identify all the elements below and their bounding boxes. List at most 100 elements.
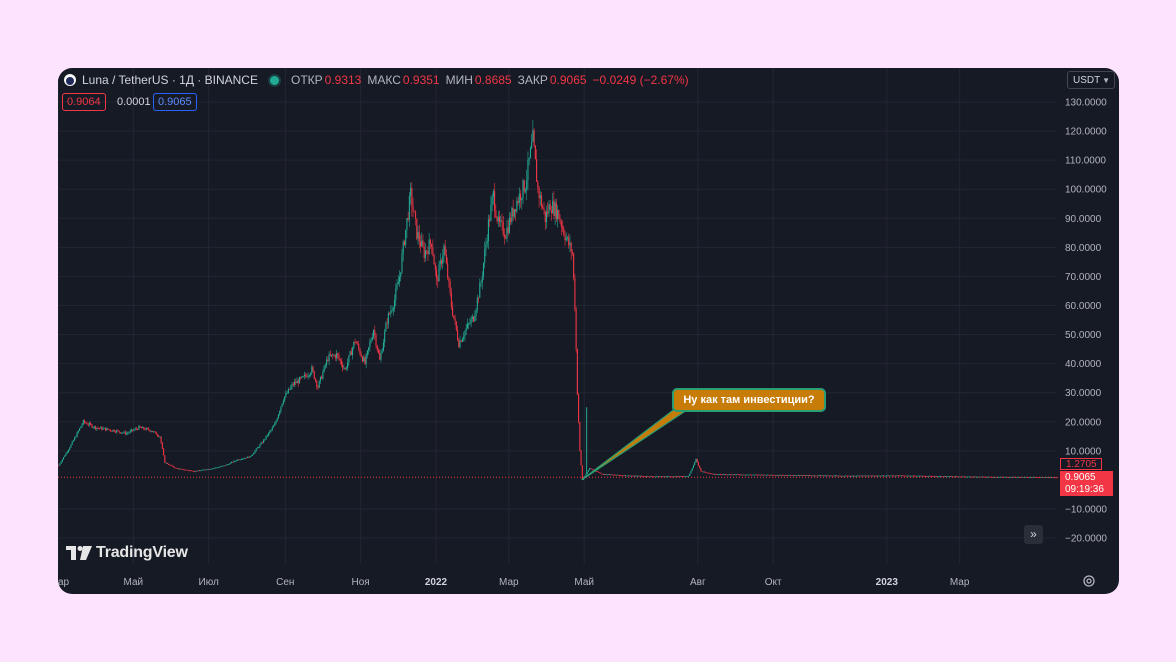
candle-body <box>839 475 841 477</box>
candle-body <box>67 449 70 452</box>
candle-body <box>181 468 183 470</box>
candle-body <box>970 476 972 478</box>
candle-body <box>654 476 656 478</box>
candle-body <box>455 321 457 330</box>
candle-body <box>386 323 388 325</box>
candle-body <box>1037 477 1039 479</box>
candle-body <box>617 474 619 476</box>
candle-body <box>296 380 298 384</box>
candle-body <box>1046 477 1048 478</box>
candle-body <box>534 145 536 160</box>
symbol-name[interactable]: Luna / TetherUS · 1Д · BINANCE <box>82 73 258 87</box>
candle-body <box>1031 477 1033 479</box>
candle-body <box>931 475 933 477</box>
candle-body <box>979 476 981 478</box>
candle-body <box>511 208 513 223</box>
ask-price-button[interactable]: 0.9065 <box>153 93 197 111</box>
gear-icon[interactable] <box>1082 574 1096 588</box>
candle-body <box>274 423 276 426</box>
candle-body <box>160 436 162 443</box>
candle-body <box>86 423 88 425</box>
candle-body <box>360 354 362 357</box>
candle-body <box>202 469 204 471</box>
candle-body <box>731 474 733 476</box>
candle-body <box>201 469 203 471</box>
candle-body <box>947 476 949 478</box>
bid-price-button[interactable]: 0.9064 <box>62 93 106 111</box>
candle-body <box>390 310 392 314</box>
y-tick-label: 50.0000 <box>1065 330 1102 341</box>
candle-body <box>880 475 882 477</box>
candle-body <box>77 430 79 433</box>
scroll-to-realtime-icon[interactable]: » <box>1024 525 1043 544</box>
candle-body <box>97 427 99 429</box>
candle-body <box>503 234 506 238</box>
candle-body <box>198 470 200 472</box>
candle-body <box>242 458 244 460</box>
candle-body <box>407 218 409 220</box>
candle-body <box>993 476 995 478</box>
candle-body <box>232 461 234 463</box>
candle-body <box>826 475 828 477</box>
candle-body <box>324 365 326 366</box>
candle-body <box>229 462 231 465</box>
candle-body <box>663 476 665 478</box>
tradingview-logo[interactable]: TradingView <box>66 544 188 562</box>
candle-body <box>82 420 84 425</box>
candle-body <box>881 475 883 477</box>
candle-body <box>665 476 667 478</box>
callout-annotation[interactable]: Ну как там инвестиции? <box>672 388 826 412</box>
candle-body <box>300 377 302 379</box>
candle-body <box>389 313 391 315</box>
x-tick-label: Июл <box>199 577 219 588</box>
currency-select[interactable]: USDT ▼ <box>1067 71 1115 89</box>
candle-body <box>248 456 250 458</box>
candle-body <box>155 431 157 435</box>
candle-body <box>738 474 740 476</box>
candle-body <box>1011 476 1013 478</box>
candle-body <box>832 475 834 477</box>
candle-body <box>711 473 713 475</box>
candle-body <box>727 474 729 476</box>
candle-body <box>522 180 524 199</box>
last-price-tag: 0.9065 09:19:36 <box>1060 471 1113 496</box>
candle-body <box>250 455 252 457</box>
candle-body <box>944 476 946 477</box>
candle-body <box>272 425 275 428</box>
candle-body <box>969 476 971 478</box>
currency-label: USDT <box>1073 75 1101 86</box>
candle-body <box>1036 476 1038 478</box>
candle-body <box>554 202 556 216</box>
candle-body <box>269 431 271 433</box>
candle-body <box>452 306 454 316</box>
candle-body <box>550 210 552 213</box>
candle-body <box>58 465 60 467</box>
candle-body <box>74 437 76 441</box>
candle-body <box>897 475 900 477</box>
candle-body <box>912 475 914 477</box>
candle-body <box>431 243 433 248</box>
candle-body <box>266 435 268 437</box>
candle-body <box>365 355 367 364</box>
candle-body <box>256 447 259 449</box>
candle-body <box>748 474 750 476</box>
candle-body <box>311 366 313 374</box>
candle-body <box>209 468 212 470</box>
candle-body <box>436 269 438 279</box>
candle-body <box>543 208 545 211</box>
candle-body <box>974 476 976 478</box>
candle-body <box>764 474 766 476</box>
candle-body <box>125 433 128 435</box>
candle-body <box>1010 476 1012 478</box>
candle-body <box>853 475 855 477</box>
candle-body <box>227 464 229 466</box>
candle-body <box>905 475 907 477</box>
candle-body <box>960 476 963 478</box>
candle-body <box>891 475 893 477</box>
candle-body <box>83 420 86 423</box>
x-tick-label: 2023 <box>876 577 899 588</box>
price-chart[interactable]: 130.0000 120.0000 110.0000 100.0000 90.0000 8… <box>58 68 1119 594</box>
candle-body <box>354 341 356 343</box>
open-value: 0.9313 <box>324 73 362 87</box>
candle-body <box>863 475 865 477</box>
